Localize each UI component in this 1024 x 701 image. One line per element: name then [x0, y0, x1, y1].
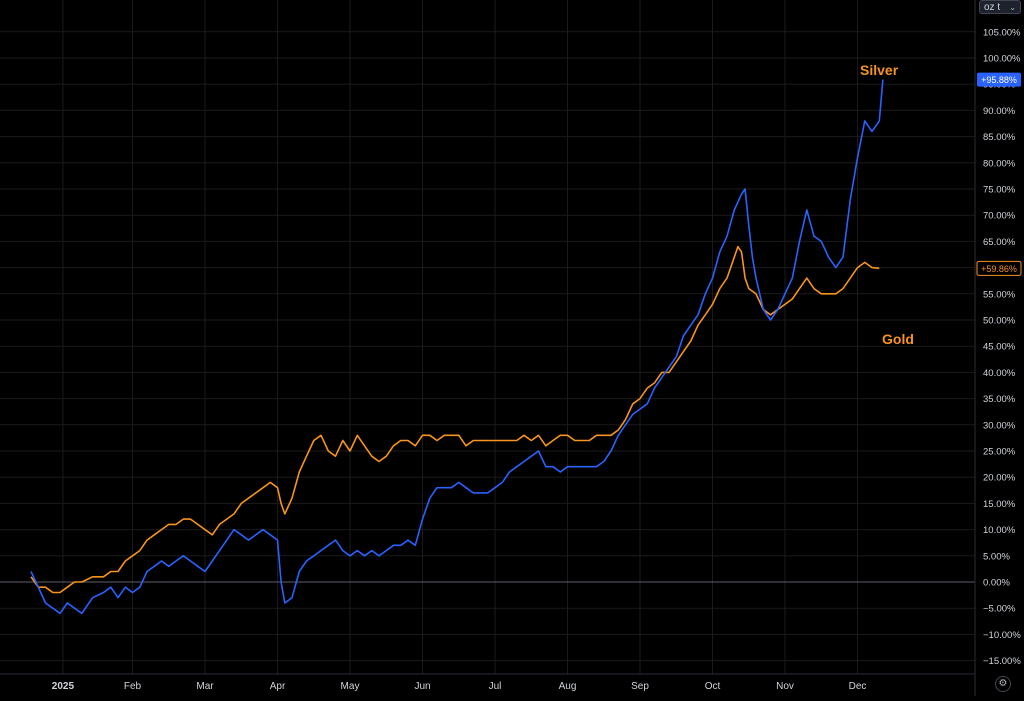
series-line-gold[interactable] — [30, 245, 880, 594]
y-tick-label: 105.00% — [983, 27, 1021, 38]
x-tick-label: May — [341, 681, 360, 692]
y-tick-label: 0.00% — [983, 578, 1010, 589]
y-tick-label: 35.00% — [983, 394, 1016, 405]
y-tick-label: 80.00% — [983, 158, 1016, 169]
last-value-badge — [977, 72, 1021, 87]
y-tick-label: 55.00% — [983, 289, 1016, 300]
y-tick-label: 100.00% — [983, 54, 1021, 65]
labels: +59.86% +95.88% Silver Gold — [860, 62, 1022, 347]
y-tick-label: 45.00% — [983, 342, 1016, 353]
x-tick-label: 2025 — [52, 681, 75, 692]
unit-label: oz t — [984, 2, 1001, 13]
y-tick-label: −5.00% — [983, 604, 1016, 615]
x-tick-label: Feb — [124, 681, 142, 692]
y-tick-label: 40.00% — [983, 368, 1016, 379]
unit-selector[interactable]: oz t ⌄ — [979, 0, 1021, 14]
gear-icon[interactable]: ⚙ — [995, 676, 1011, 692]
x-tick-label: Nov — [776, 681, 794, 692]
y-tick-label: 15.00% — [983, 499, 1016, 510]
y-tick-label: 75.00% — [983, 185, 1016, 196]
y-tick-label: 25.00% — [983, 447, 1016, 458]
series-layer[interactable] — [30, 79, 884, 615]
y-tick-label: 50.00% — [983, 316, 1016, 327]
chevron-down-icon: ⌄ — [1009, 3, 1016, 12]
series-line-silver[interactable] — [30, 79, 884, 615]
y-tick-label: 10.00% — [983, 525, 1016, 536]
last-value-label: +95.88% — [981, 75, 1017, 85]
y-tick-label: −10.00% — [983, 630, 1021, 641]
x-tick-label: Mar — [196, 681, 214, 692]
last-value-label: +59.86% — [981, 264, 1017, 274]
y-tick-label: 85.00% — [983, 132, 1016, 143]
annotation-gold: Gold — [882, 331, 914, 347]
y-tick-label: 30.00% — [983, 420, 1016, 431]
x-tick-label: Sep — [631, 681, 649, 692]
last-value-badge — [976, 260, 1022, 276]
x-tick-label: Dec — [849, 681, 867, 692]
x-tick-label: Jul — [489, 681, 502, 692]
x-tick-label: Oct — [705, 681, 721, 692]
x-tick-label: Aug — [559, 681, 577, 692]
annotation-silver: Silver — [860, 62, 899, 78]
x-tick-label: Apr — [270, 681, 286, 692]
x-tick-label: Jun — [414, 681, 430, 692]
y-tick-label: 70.00% — [983, 211, 1016, 222]
y-tick-label: 5.00% — [983, 551, 1010, 562]
y-tick-label: 65.00% — [983, 237, 1016, 248]
y-tick-label: 20.00% — [983, 473, 1016, 484]
y-tick-label: 90.00% — [983, 106, 1016, 117]
y-tick-label: −15.00% — [983, 656, 1021, 667]
